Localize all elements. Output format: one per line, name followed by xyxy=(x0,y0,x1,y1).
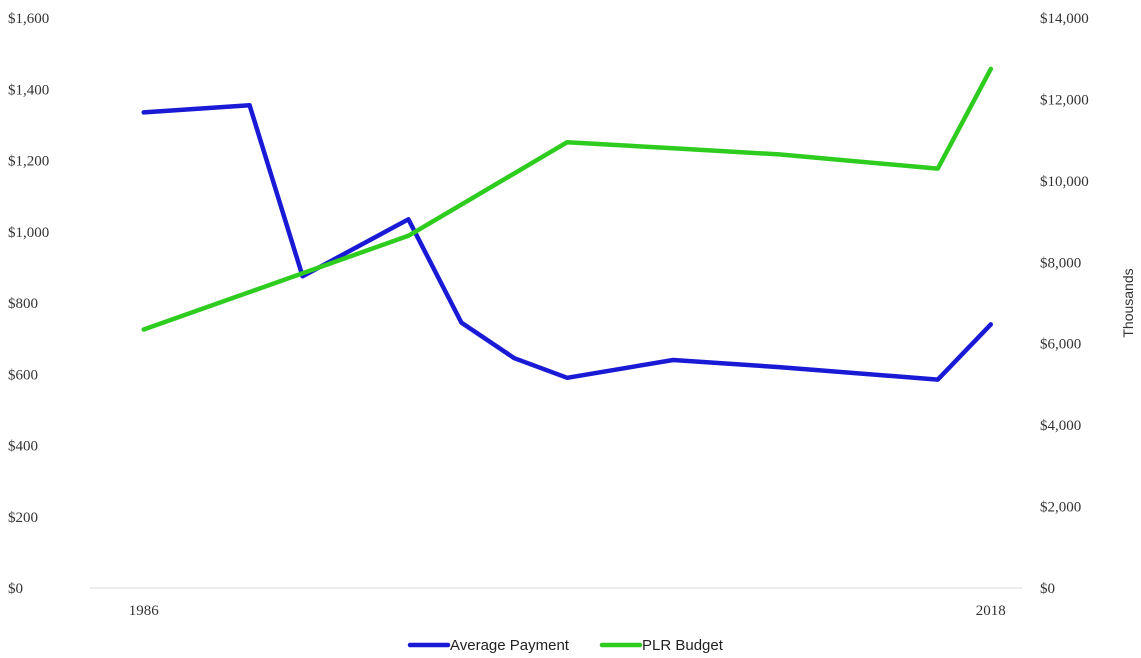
legend-label: PLR Budget xyxy=(642,637,724,654)
legend-label: Average Payment xyxy=(450,637,570,654)
legend: Average Payment PLR Budget xyxy=(407,637,724,654)
left-tick-label: $0 xyxy=(8,581,23,597)
series-line-plr-budget xyxy=(141,66,994,332)
left-tick-label: $800 xyxy=(8,296,38,312)
right-tick-label: $10,000 xyxy=(1040,174,1089,190)
right-tick-label: $0 xyxy=(1040,581,1055,597)
x-tick-label: 2018 xyxy=(976,603,1006,619)
legend-item: Average Payment xyxy=(407,637,570,654)
left-tick-label: $1,400 xyxy=(8,82,49,98)
right-tick-label: $2,000 xyxy=(1040,500,1081,516)
right-tick-label: $14,000 xyxy=(1040,11,1089,27)
series-line-average-payment xyxy=(141,103,994,382)
series-layer xyxy=(141,66,994,382)
left-axis-ticks: $0 $200 $400 $600 $800 $1,000 $1,200 $1,400 $1,6… xyxy=(8,11,49,597)
left-tick-label: $600 xyxy=(8,367,38,383)
right-axis-ticks: $0 $2,000 $4,000 $6,000 $8,000 $10,000 $12,000… xyxy=(1040,11,1089,597)
right-tick-label: $4,000 xyxy=(1040,418,1081,434)
right-tick-label: $6,000 xyxy=(1040,337,1081,353)
right-tick-label: $12,000 xyxy=(1040,92,1089,108)
legend-item: PLR Budget xyxy=(599,637,724,654)
right-tick-label: $8,000 xyxy=(1040,255,1081,271)
left-tick-label: $1,600 xyxy=(8,11,49,27)
x-axis-ticks: 1986 2018 xyxy=(129,603,1006,619)
right-axis-title: Thousands xyxy=(1120,268,1136,337)
left-tick-label: $1,200 xyxy=(8,154,49,170)
left-tick-label: $400 xyxy=(8,439,38,455)
left-tick-label: $1,000 xyxy=(8,225,49,241)
left-tick-label: $200 xyxy=(8,510,38,526)
x-tick-label: 1986 xyxy=(129,603,160,619)
